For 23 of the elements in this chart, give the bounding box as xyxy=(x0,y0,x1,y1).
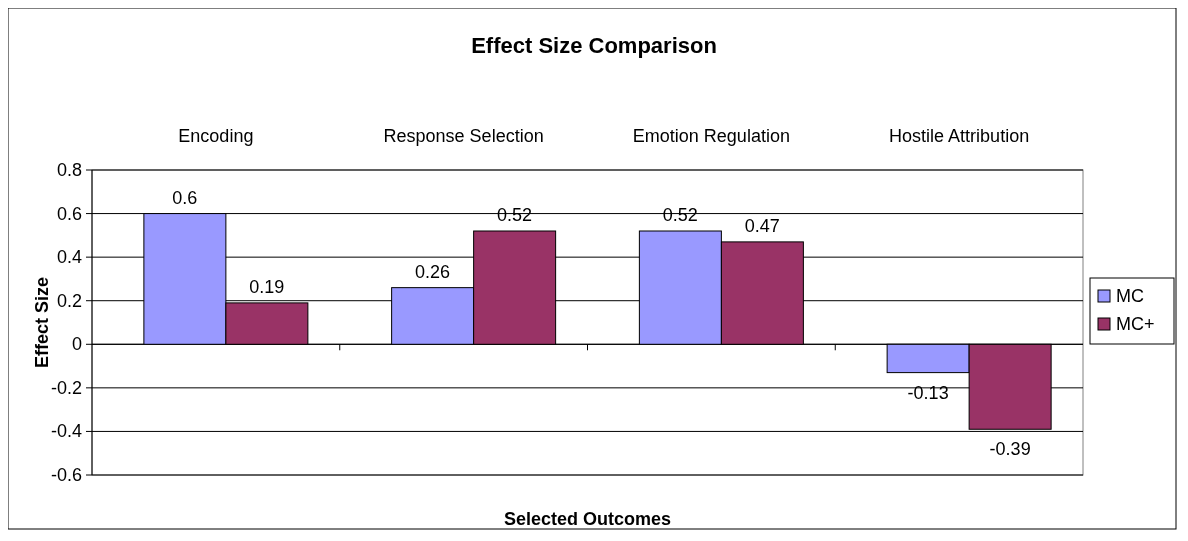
chart-title: Effect Size Comparison xyxy=(471,33,717,58)
y-tick-label: -0.6 xyxy=(50,465,82,485)
data-label: 0.47 xyxy=(744,215,780,236)
data-label: 0.19 xyxy=(249,276,285,297)
y-tick-label: 0.4 xyxy=(56,247,82,268)
data-label: -0.39 xyxy=(989,439,1031,460)
y-tick-label: 0.6 xyxy=(56,203,82,224)
x-tick-label: Encoding xyxy=(178,126,254,146)
x-tick-label: Hostile Attribution xyxy=(889,126,1030,146)
x-axis-title: Selected Outcomes xyxy=(503,509,672,529)
data-label: 0.26 xyxy=(415,261,451,282)
legend-label: MC xyxy=(1116,286,1144,306)
y-tick-label: 0 xyxy=(71,334,82,355)
y-tick-label: 0.2 xyxy=(56,290,82,311)
x-tick-label: Response Selection xyxy=(383,126,544,146)
y-tick-label: -0.4 xyxy=(50,421,82,442)
y-tick-label: -0.2 xyxy=(50,377,82,398)
y-axis-title: Effect Size xyxy=(32,276,52,369)
legend-label: MC+ xyxy=(1116,314,1155,334)
data-label: -0.13 xyxy=(907,382,949,403)
x-tick-label: Emotion Regulation xyxy=(632,126,790,146)
y-tick-label: 0.8 xyxy=(56,160,82,180)
data-label: 0.6 xyxy=(172,187,198,208)
